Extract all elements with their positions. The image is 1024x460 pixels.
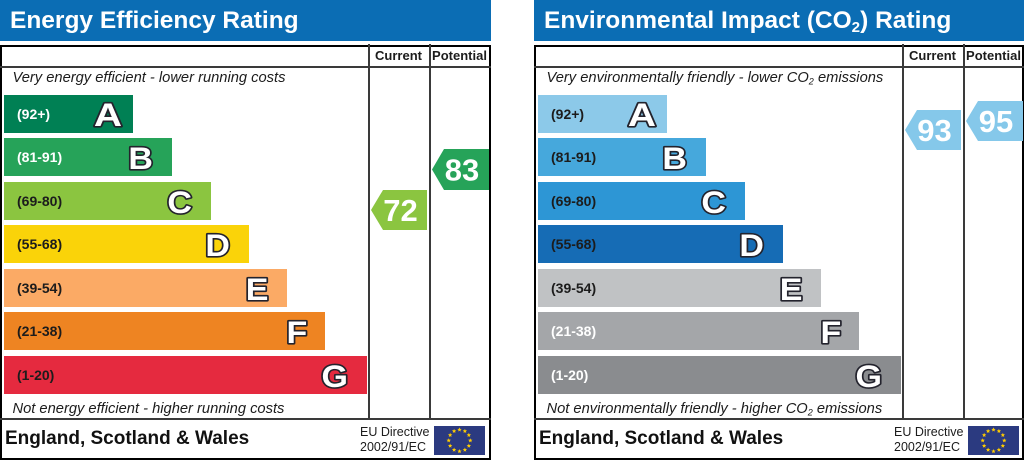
svg-text:F: F bbox=[287, 314, 308, 350]
svg-text:93: 93 bbox=[917, 113, 951, 148]
svg-text:C: C bbox=[701, 184, 726, 220]
svg-text:E: E bbox=[780, 271, 803, 307]
svg-text:D: D bbox=[205, 227, 230, 263]
svg-text:C: C bbox=[167, 184, 192, 220]
svg-text:A: A bbox=[94, 97, 122, 133]
svg-text:G: G bbox=[321, 358, 347, 394]
svg-text:D: D bbox=[739, 227, 764, 263]
svg-text:83: 83 bbox=[445, 153, 479, 188]
svg-text:B: B bbox=[128, 140, 153, 176]
svg-text:72: 72 bbox=[383, 193, 417, 228]
svg-text:95: 95 bbox=[979, 104, 1013, 139]
svg-text:G: G bbox=[855, 358, 881, 394]
svg-text:B: B bbox=[662, 140, 687, 176]
svg-text:A: A bbox=[628, 97, 656, 133]
svg-text:E: E bbox=[246, 271, 269, 307]
svg-text:F: F bbox=[821, 314, 842, 350]
